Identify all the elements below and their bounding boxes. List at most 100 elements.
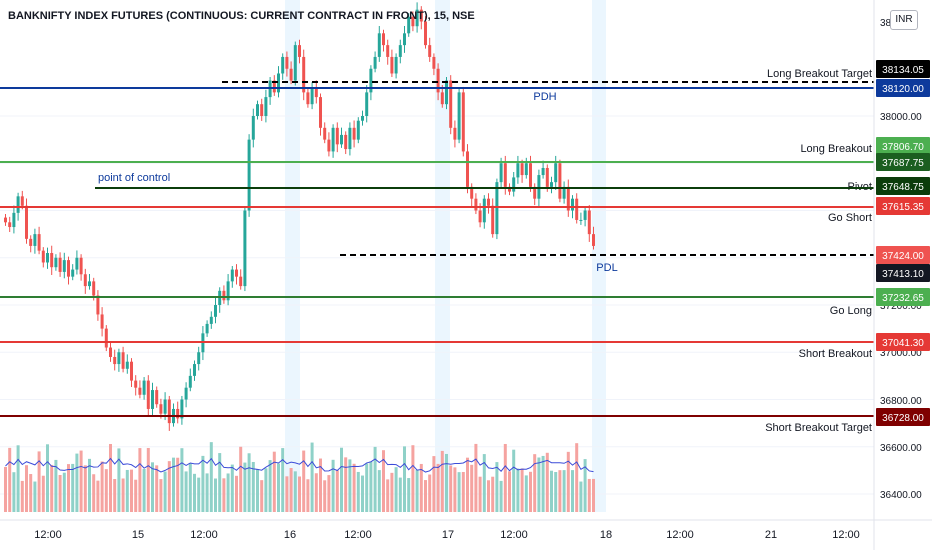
- volume-bar: [58, 475, 62, 512]
- candle-body: [562, 186, 566, 199]
- volume-bar: [499, 480, 503, 512]
- candle-body: [361, 116, 364, 121]
- candle-body: [470, 186, 474, 199]
- candle-body: [331, 127, 335, 152]
- volume-bar: [344, 457, 348, 512]
- price-badge-gs: [876, 197, 930, 215]
- candle-body: [524, 163, 528, 176]
- candle-body: [8, 222, 12, 228]
- volume-bar: [125, 469, 129, 512]
- candle-body: [377, 33, 381, 57]
- volume-bar: [319, 458, 322, 512]
- volume-bar: [592, 478, 595, 512]
- volume-bar: [352, 463, 356, 512]
- candle-body: [390, 56, 394, 74]
- time-tick-label: 21: [765, 529, 777, 541]
- volume-bar: [104, 469, 108, 512]
- candle-body: [138, 387, 142, 395]
- price-tick-label: 38000.00: [880, 112, 922, 123]
- volume-bar: [146, 447, 150, 512]
- candle-body: [554, 163, 558, 183]
- candle-body: [134, 380, 138, 388]
- price-tick-label: 36800.00: [880, 396, 922, 407]
- candle-body: [508, 186, 511, 192]
- volume-bar: [335, 470, 339, 512]
- candle-body: [20, 196, 24, 206]
- price-tick-label: 37000.00: [880, 348, 922, 359]
- volume-bar: [222, 478, 226, 512]
- volume-bar: [176, 457, 180, 512]
- volume-bar: [550, 470, 553, 512]
- volume-bar: [398, 477, 402, 512]
- candle-body: [356, 120, 360, 140]
- candle-body: [277, 73, 280, 93]
- candle-body: [520, 163, 524, 176]
- candle-body: [415, 9, 419, 27]
- price-badge-text-gs: 37615.35: [882, 202, 924, 213]
- candle-body: [386, 45, 390, 57]
- candle-body: [67, 260, 70, 277]
- point-of-control-label: point of control: [98, 172, 170, 184]
- price-badge-text-lbt: 38134.05: [882, 65, 924, 76]
- volume-bar: [566, 451, 570, 512]
- currency-button[interactable]: INR: [890, 10, 918, 30]
- volume-bar: [33, 481, 37, 512]
- price-badge-text-sb: 37041.30: [882, 338, 924, 349]
- volume-bar: [193, 473, 196, 512]
- volume-bar: [109, 443, 112, 512]
- candle-body: [533, 186, 537, 199]
- volume-bar: [331, 459, 335, 512]
- volume-bar: [361, 475, 364, 512]
- volume-bar: [394, 467, 398, 512]
- volume-bar: [92, 474, 96, 512]
- candle-body: [419, 9, 423, 22]
- time-tick-label: 12:00: [500, 529, 528, 541]
- price-badge-text-last: 37413.10: [882, 269, 924, 280]
- candle-body: [180, 399, 184, 419]
- volume-bar: [453, 467, 457, 512]
- candle-body: [155, 390, 159, 405]
- price-badge-text-pdh: 38120.00: [882, 84, 924, 95]
- volume-bar: [142, 468, 146, 512]
- price-badge-lbt: [876, 60, 930, 78]
- volume-bar: [356, 471, 360, 512]
- volume-bar: [4, 467, 7, 512]
- candle-body: [235, 269, 238, 277]
- candle-body: [58, 257, 62, 272]
- candle-body: [491, 205, 495, 235]
- volume-bar: [508, 471, 511, 512]
- candle-body: [109, 347, 112, 357]
- candle-body: [25, 205, 28, 239]
- time-tick-label: 12:00: [34, 529, 62, 541]
- candle-body: [424, 21, 427, 46]
- volume-bar: [520, 468, 524, 512]
- volume-bar: [403, 446, 406, 512]
- volume-bar: [50, 464, 54, 512]
- volume-bar: [205, 473, 209, 512]
- volume-bar: [235, 475, 238, 512]
- candle-body: [445, 80, 448, 105]
- volume-bar: [310, 442, 314, 512]
- candle-body: [571, 198, 574, 211]
- volume-bar: [226, 473, 230, 512]
- candle-body: [575, 198, 579, 220]
- volume-bar: [20, 480, 24, 512]
- candle-body: [121, 352, 125, 369]
- candle-body: [373, 56, 377, 69]
- candle-body: [545, 167, 549, 187]
- time-tick-label: 18: [600, 529, 612, 541]
- candle-body: [251, 116, 255, 140]
- volume-bar: [130, 469, 133, 512]
- volume-bar: [482, 454, 486, 512]
- candle-body: [293, 45, 297, 81]
- candle-body: [302, 56, 306, 93]
- candle-body: [222, 290, 226, 301]
- candle-body: [319, 97, 322, 128]
- volume-bar: [243, 462, 247, 512]
- volume-bar: [62, 472, 66, 512]
- candle-body: [461, 92, 465, 152]
- volume-bar: [83, 465, 87, 512]
- candle-body: [46, 253, 49, 263]
